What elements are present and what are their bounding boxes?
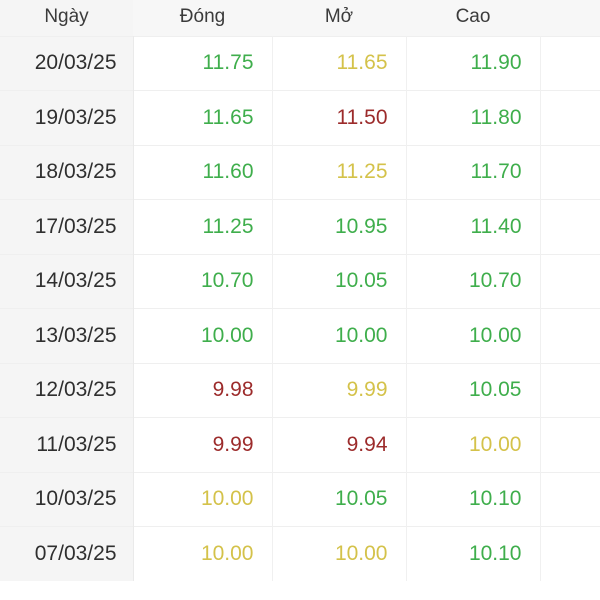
cell-close: 11.25: [133, 199, 273, 254]
table-row[interactable]: 17/03/25 11.25 10.95 11.40: [0, 199, 600, 254]
cell-high: 11.90: [406, 35, 541, 91]
cell-high: 10.10: [406, 526, 541, 581]
table-row[interactable]: 10/03/25 10.00 10.05 10.10: [0, 471, 600, 527]
stock-price-table: Ngày Đóng Mở Cao 20/03/25 11.75 11.65 11.90…: [0, 0, 600, 581]
table-row[interactable]: 12/03/25 9.98 9.99 10.05: [0, 362, 600, 418]
cell-date: 19/03/25: [0, 90, 134, 145]
cell-date: 18/03/25: [0, 144, 134, 200]
cell-open: 10.00: [272, 526, 407, 581]
table-row[interactable]: 11/03/25 9.99 9.94 10.00: [0, 417, 600, 472]
cell-extra: [540, 417, 600, 472]
cell-date: 11/03/25: [0, 417, 134, 472]
cell-high: 10.00: [406, 308, 541, 363]
column-header-close[interactable]: Đóng: [133, 0, 272, 36]
cell-open: 9.94: [272, 417, 407, 472]
cell-extra: [540, 308, 600, 363]
cell-extra: [540, 90, 600, 145]
table-body: 20/03/25 11.75 11.65 11.90 19/03/25 11.65 11.5…: [0, 35, 600, 581]
cell-close: 11.75: [133, 35, 273, 91]
cell-open: 10.00: [272, 308, 407, 363]
cell-date: 14/03/25: [0, 253, 134, 309]
table-row[interactable]: 20/03/25 11.75 11.65 11.90: [0, 35, 600, 91]
cell-open: 11.65: [272, 35, 407, 91]
column-header-extra[interactable]: [540, 0, 600, 36]
table-row[interactable]: 13/03/25 10.00 10.00 10.00: [0, 308, 600, 363]
cell-high: 11.40: [406, 199, 541, 254]
cell-close: 10.00: [133, 471, 273, 527]
cell-high: 10.00: [406, 417, 541, 472]
cell-date: 17/03/25: [0, 199, 134, 254]
cell-close: 9.98: [133, 362, 273, 418]
cell-high: 11.80: [406, 90, 541, 145]
table-row[interactable]: 18/03/25 11.60 11.25 11.70: [0, 144, 600, 200]
cell-close: 11.65: [133, 90, 273, 145]
cell-open: 10.05: [272, 253, 407, 309]
cell-open: 10.95: [272, 199, 407, 254]
cell-extra: [540, 362, 600, 418]
table-header: Ngày Đóng Mở Cao: [0, 0, 600, 36]
cell-open: 11.25: [272, 144, 407, 200]
table-row[interactable]: 14/03/25 10.70 10.05 10.70: [0, 253, 600, 309]
cell-close: 10.00: [133, 526, 273, 581]
cell-date: 07/03/25: [0, 526, 134, 581]
cell-high: 10.10: [406, 471, 541, 527]
table-row[interactable]: 07/03/25 10.00 10.00 10.10: [0, 526, 600, 581]
cell-close: 10.00: [133, 308, 273, 363]
cell-close: 11.60: [133, 144, 273, 200]
cell-close: 10.70: [133, 253, 273, 309]
cell-open: 10.05: [272, 471, 407, 527]
cell-date: 12/03/25: [0, 362, 134, 418]
column-header-high[interactable]: Cao: [406, 0, 540, 36]
table-row[interactable]: 19/03/25 11.65 11.50 11.80: [0, 90, 600, 145]
cell-high: 10.05: [406, 362, 541, 418]
cell-extra: [540, 526, 600, 581]
cell-extra: [540, 471, 600, 527]
cell-high: 10.70: [406, 253, 541, 309]
cell-date: 20/03/25: [0, 35, 134, 91]
cell-high: 11.70: [406, 144, 541, 200]
cell-date: 10/03/25: [0, 471, 134, 527]
cell-open: 9.99: [272, 362, 407, 418]
column-header-date[interactable]: Ngày: [0, 0, 133, 36]
cell-extra: [540, 35, 600, 91]
cell-extra: [540, 253, 600, 309]
cell-close: 9.99: [133, 417, 273, 472]
column-header-open[interactable]: Mở: [272, 0, 406, 36]
cell-extra: [540, 199, 600, 254]
table-header-row: Ngày Đóng Mở Cao: [0, 0, 600, 36]
cell-open: 11.50: [272, 90, 407, 145]
cell-extra: [540, 144, 600, 200]
cell-date: 13/03/25: [0, 308, 134, 363]
